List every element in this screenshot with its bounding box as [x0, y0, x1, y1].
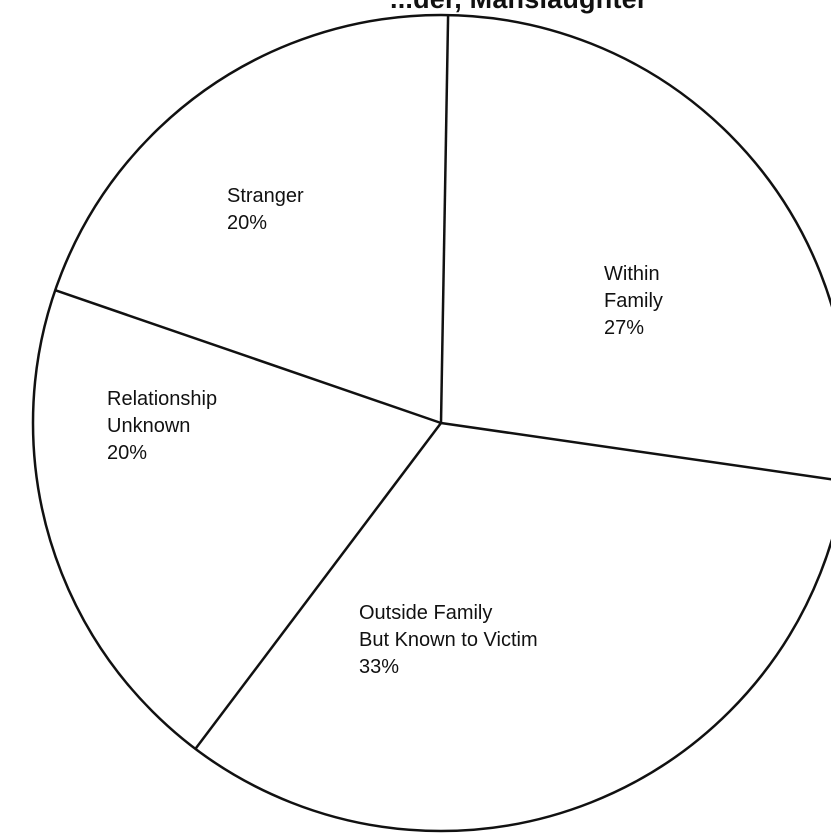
- slice-value-label: 33%: [359, 656, 400, 678]
- slice-boundary: [440, 421, 831, 481]
- slice-label-relationship-unknown: Relationship Unknown 20%: [107, 386, 217, 467]
- slice-label-line: But Known to Victim: [359, 629, 538, 651]
- slice-value-label: 20%: [227, 212, 268, 234]
- slice-label-line: Unknown: [107, 415, 191, 437]
- slice-label-line: Outside Family: [359, 602, 493, 624]
- slice-value-label: 20%: [107, 442, 148, 464]
- slice-label-line: Family: [604, 290, 663, 312]
- slice-label-stranger: Stranger 20%: [227, 183, 304, 237]
- slice-boundary: [194, 422, 442, 750]
- slice-label-line: Relationship: [107, 388, 218, 410]
- pie-outline: [31, 13, 831, 833]
- slice-label-line: Stranger: [227, 185, 304, 207]
- slice-boundary: [439, 15, 450, 424]
- chart-title: ...der, Manslaughter: [390, 0, 648, 15]
- slice-label-line: Within: [604, 263, 660, 285]
- slice-label-within-family: Within Family 27%: [604, 261, 663, 342]
- slice-boundary: [54, 289, 442, 425]
- slice-dividers: [54, 15, 831, 750]
- slice-label-outside-family: Outside Family But Known to Victim 33%: [359, 600, 538, 681]
- slice-value-label: 27%: [604, 317, 645, 339]
